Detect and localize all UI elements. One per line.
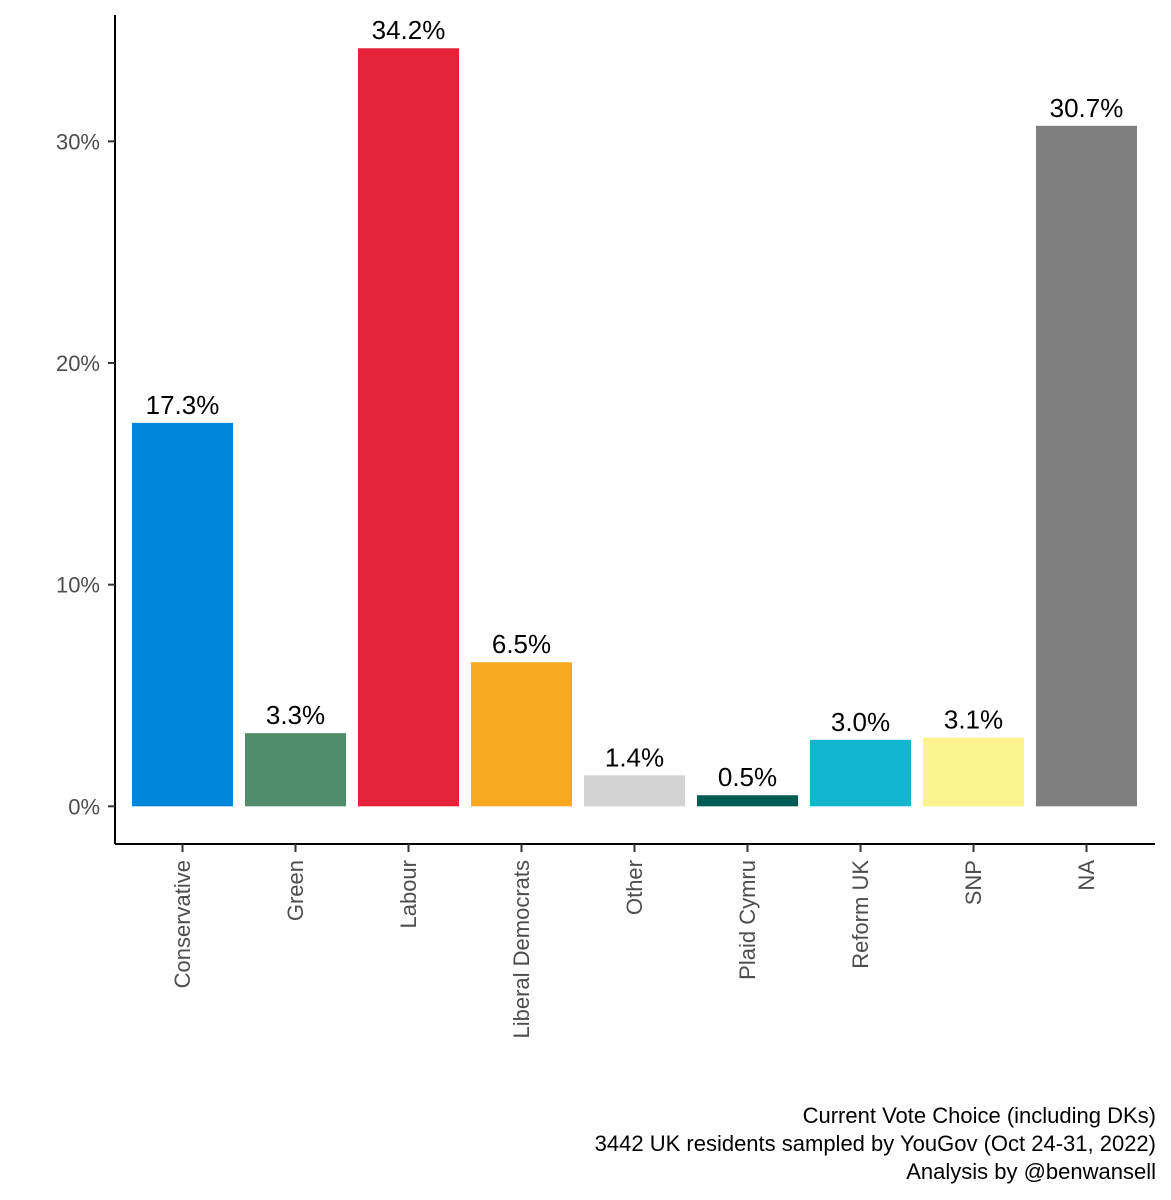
value-label-na: 30.7%: [1050, 93, 1124, 123]
bar-snp: [923, 737, 1024, 807]
value-label-conservative: 17.3%: [146, 390, 220, 420]
caption-line-credit: Analysis by @benwansell: [906, 1159, 1156, 1184]
y-axis: 0% 10% 20% 30%: [56, 15, 116, 844]
y-tick-label: 20%: [56, 351, 100, 376]
x-tick-label: Liberal Democrats: [509, 860, 534, 1039]
bar-conservative: [132, 422, 233, 807]
bar-green: [245, 733, 346, 807]
x-tick-label: Green: [283, 860, 308, 921]
caption-line-sample: 3442 UK residents sampled by YouGov (Oct…: [594, 1131, 1156, 1156]
value-labels-group: 17.3% 3.3% 34.2% 6.5% 1.4% 0.5% 3.0% 3.1% 30.7%: [146, 15, 1124, 792]
x-tick-label: Labour: [396, 860, 421, 929]
x-tick-label: Conservative: [170, 860, 195, 988]
value-label-labour: 34.2%: [372, 15, 446, 45]
x-tick-label: NA: [1074, 860, 1099, 891]
y-tick-label: 30%: [56, 129, 100, 154]
x-tick-label: Other: [622, 860, 647, 915]
value-label-plaid-cymru: 0.5%: [718, 762, 777, 792]
x-tick-label: Reform UK: [848, 860, 873, 969]
value-label-reform-uk: 3.0%: [831, 707, 890, 737]
value-label-liberal-democrats: 6.5%: [492, 629, 551, 659]
x-tick-label: Plaid Cymru: [735, 860, 760, 980]
value-label-snp: 3.1%: [944, 705, 1003, 735]
y-tick-label: 0%: [68, 794, 100, 819]
bar-liberal-democrats: [471, 662, 572, 807]
x-axis: Conservative Green Labour Liberal Democrats…: [115, 843, 1155, 1039]
y-tick-label: 10%: [56, 573, 100, 598]
bar-other: [584, 775, 685, 807]
bar-plaid-cymru: [697, 795, 798, 807]
bar-labour: [358, 48, 459, 807]
bar-reform-uk: [810, 739, 911, 807]
bars-group: [132, 48, 1137, 807]
x-tick-label: SNP: [961, 860, 986, 905]
chart-caption: Current Vote Choice (including DKs) 3442…: [595, 1102, 1156, 1186]
bar-na: [1036, 125, 1137, 807]
caption-line-title: Current Vote Choice (including DKs): [802, 1103, 1156, 1128]
value-label-other: 1.4%: [605, 742, 664, 772]
value-label-green: 3.3%: [266, 700, 325, 730]
